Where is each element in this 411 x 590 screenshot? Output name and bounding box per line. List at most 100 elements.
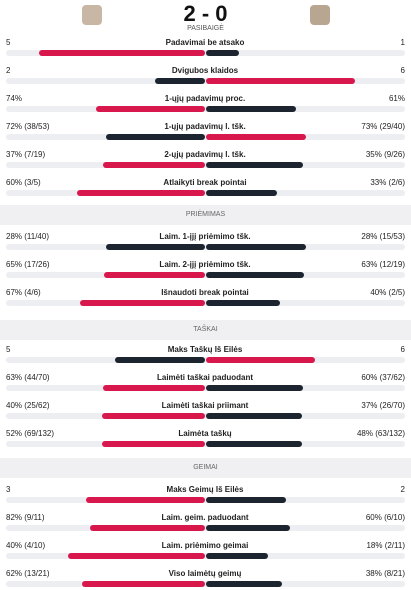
away-bar xyxy=(206,300,281,306)
away-value: 40% (2/5) xyxy=(370,288,405,297)
away-bar xyxy=(206,50,240,56)
stat-label: 1-ųjų padavimų l. tšk. xyxy=(164,122,246,131)
score: 2 - 0 xyxy=(183,1,228,26)
home-avatar xyxy=(82,5,102,25)
home-bar xyxy=(101,441,205,447)
bar-track xyxy=(6,413,405,419)
bar-track xyxy=(6,497,405,503)
home-value: 5 xyxy=(6,345,11,354)
home-value: 74% xyxy=(6,94,23,103)
away-value: 38% (8/21) xyxy=(365,569,405,578)
bar-track xyxy=(6,190,405,196)
home-value: 82% (9/11) xyxy=(6,513,45,522)
home-value: 40% (25/62) xyxy=(6,401,50,410)
stat-label: Laim. 1-įjį priėmimo tšk. xyxy=(159,232,251,241)
home-bar xyxy=(67,553,205,559)
home-bar xyxy=(85,497,205,503)
stat-label: Padavimai be atsako xyxy=(165,38,245,47)
bar-track xyxy=(6,385,405,391)
home-value: 28% (11/40) xyxy=(6,232,49,241)
home-value: 65% (17/26) xyxy=(6,260,50,269)
away-value: 35% (9/26) xyxy=(365,150,405,159)
stat-label: Maks Taškų Iš Eilės xyxy=(167,345,243,354)
stat-label: Laim. geim. paduodant xyxy=(161,513,249,522)
home-value: 3 xyxy=(6,485,11,494)
away-value: 28% (15/53) xyxy=(361,232,405,241)
away-bar xyxy=(206,190,277,196)
home-bar xyxy=(81,581,205,587)
away-value: 33% (2/6) xyxy=(370,178,405,187)
home-bar xyxy=(103,385,205,391)
away-value: 37% (26/70) xyxy=(361,401,405,410)
away-bar xyxy=(206,441,302,447)
bar-track xyxy=(6,50,405,56)
stat-label: 1-ųjų padavimų proc. xyxy=(164,94,246,103)
stat-label: Maks Geimų Iš Eilės xyxy=(166,485,244,494)
home-bar xyxy=(95,106,205,112)
bar-track xyxy=(6,134,405,140)
away-value: 63% (12/19) xyxy=(361,260,405,269)
home-value: 72% (38/53) xyxy=(6,122,50,131)
away-value: 61% xyxy=(388,94,405,103)
stat-label: Išnaudoti break pointai xyxy=(161,288,249,297)
bar-track xyxy=(6,441,405,447)
bar-track xyxy=(6,78,405,84)
stat-label: Laim. priėmimo geimai xyxy=(161,541,249,550)
away-avatar xyxy=(310,5,330,25)
bar-track xyxy=(6,106,405,112)
home-value: 37% (7/19) xyxy=(6,150,46,159)
bar-track xyxy=(6,272,405,278)
away-value: 60% (37/62) xyxy=(361,373,405,382)
stat-label: 2-ųjų padavimų l. tšk. xyxy=(164,150,246,159)
section-header: PRIĖMIMAS xyxy=(0,205,411,225)
home-bar xyxy=(76,190,205,196)
bar-track xyxy=(6,162,405,168)
away-value: 18% (2/11) xyxy=(366,541,405,550)
home-value: 63% (44/70) xyxy=(6,373,50,382)
home-bar xyxy=(106,134,205,140)
stat-label: Viso laimėtų geimų xyxy=(168,569,242,578)
status: PASIBAIGĖ xyxy=(187,25,224,32)
home-value: 5 xyxy=(6,38,11,47)
away-bar xyxy=(206,106,296,112)
home-bar xyxy=(39,50,205,56)
home-bar xyxy=(102,162,205,168)
home-bar xyxy=(101,413,205,419)
home-bar xyxy=(155,78,205,84)
away-bar xyxy=(206,78,356,84)
stat-label: Atlaikyti break pointai xyxy=(163,178,247,187)
away-bar xyxy=(206,497,286,503)
away-value: 6 xyxy=(400,345,405,354)
away-bar xyxy=(206,162,303,168)
stat-label: Laimėta taškų xyxy=(178,429,232,438)
home-value: 52% (69/132) xyxy=(6,429,55,438)
away-bar xyxy=(206,134,307,140)
bar-track xyxy=(6,525,405,531)
bar-track xyxy=(6,244,405,250)
bar-track xyxy=(6,553,405,559)
bar-track xyxy=(6,357,405,363)
away-bar xyxy=(206,413,302,419)
home-value: 62% (13/21) xyxy=(6,569,50,578)
stat-label: Laim. 2-įjį priėmimo tšk. xyxy=(159,260,251,269)
home-bar xyxy=(90,525,205,531)
bar-track xyxy=(6,581,405,587)
home-bar xyxy=(114,357,205,363)
away-value: 2 xyxy=(400,485,405,494)
away-bar xyxy=(206,581,282,587)
stat-label: Laimėti taškai paduodant xyxy=(156,373,254,382)
away-value: 6 xyxy=(400,66,405,75)
away-value: 60% (6/10) xyxy=(365,513,405,522)
home-value: 67% (4/6) xyxy=(6,288,41,297)
away-bar xyxy=(206,357,315,363)
home-value: 2 xyxy=(6,66,11,75)
section-header: GEIMAI xyxy=(0,458,411,478)
away-bar xyxy=(206,525,291,531)
home-bar xyxy=(105,244,205,250)
home-value: 40% (4/10) xyxy=(6,541,46,550)
away-bar xyxy=(206,385,304,391)
away-bar xyxy=(206,244,306,250)
home-bar xyxy=(103,272,205,278)
section-header: TAŠKAI xyxy=(0,320,411,340)
